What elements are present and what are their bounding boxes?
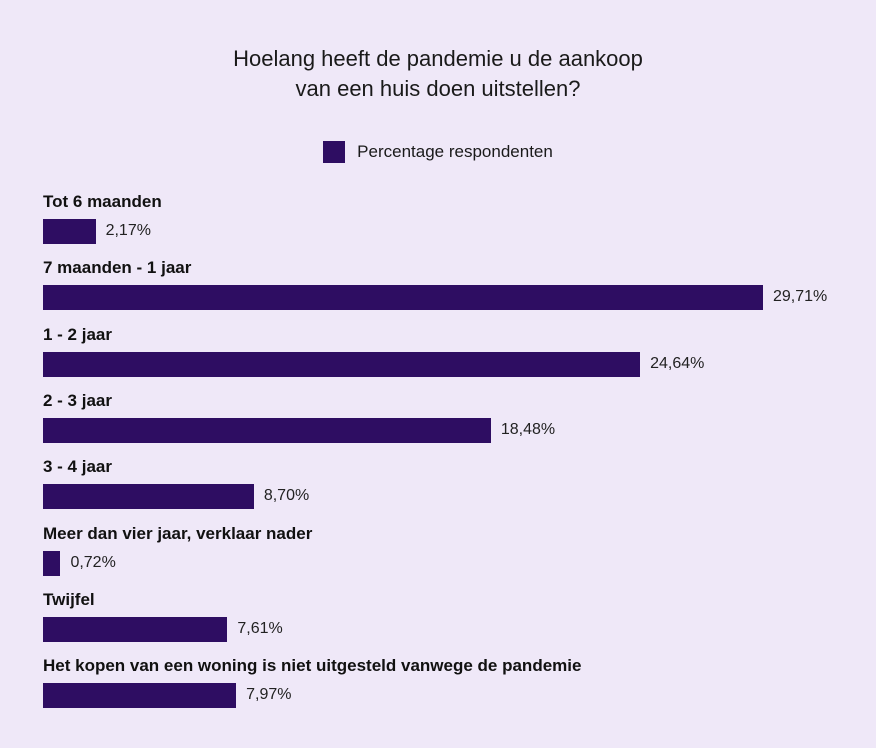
chart-title-line-1: Hoelang heeft de pandemie u de aankoop [233,46,643,71]
category-label: 2 - 3 jaar [43,390,112,410]
chart-title: Hoelang heeft de pandemie u de aankoop v… [0,44,876,104]
legend-label: Percentage respondenten [357,142,553,161]
category-label: 7 maanden - 1 jaar [43,258,192,278]
value-label: 8,70% [263,487,310,505]
legend-swatch [323,141,346,163]
bar [43,219,96,244]
category-label: Twijfel [43,589,95,609]
chart-title-line-2: van een huis doen uitstellen? [295,76,581,101]
category-label: 1 - 2 jaar [43,324,112,344]
category-label: Tot 6 maanden [43,192,162,211]
value-label: 7,61% [237,619,283,637]
bar [43,616,228,642]
bar [43,285,763,311]
bar [43,351,641,377]
value-label: 2,17% [105,222,151,239]
category-label: Het kopen van een woning is niet uitgest… [43,656,582,676]
value-label: 18,48% [500,420,556,438]
value-label: 0,72% [70,553,116,571]
bar [43,417,491,443]
bar [43,550,61,576]
bar [43,484,254,510]
value-label: 7,97% [246,686,292,704]
chart-legend: Percentage respondenten [0,141,876,163]
value-label: 29,71% [772,288,828,306]
value-label: 24,64% [650,354,705,372]
category-label: Meer dan vier jaar, verklaar nader [43,523,313,543]
bar [43,683,237,709]
category-label: 3 - 4 jaar [43,457,112,477]
